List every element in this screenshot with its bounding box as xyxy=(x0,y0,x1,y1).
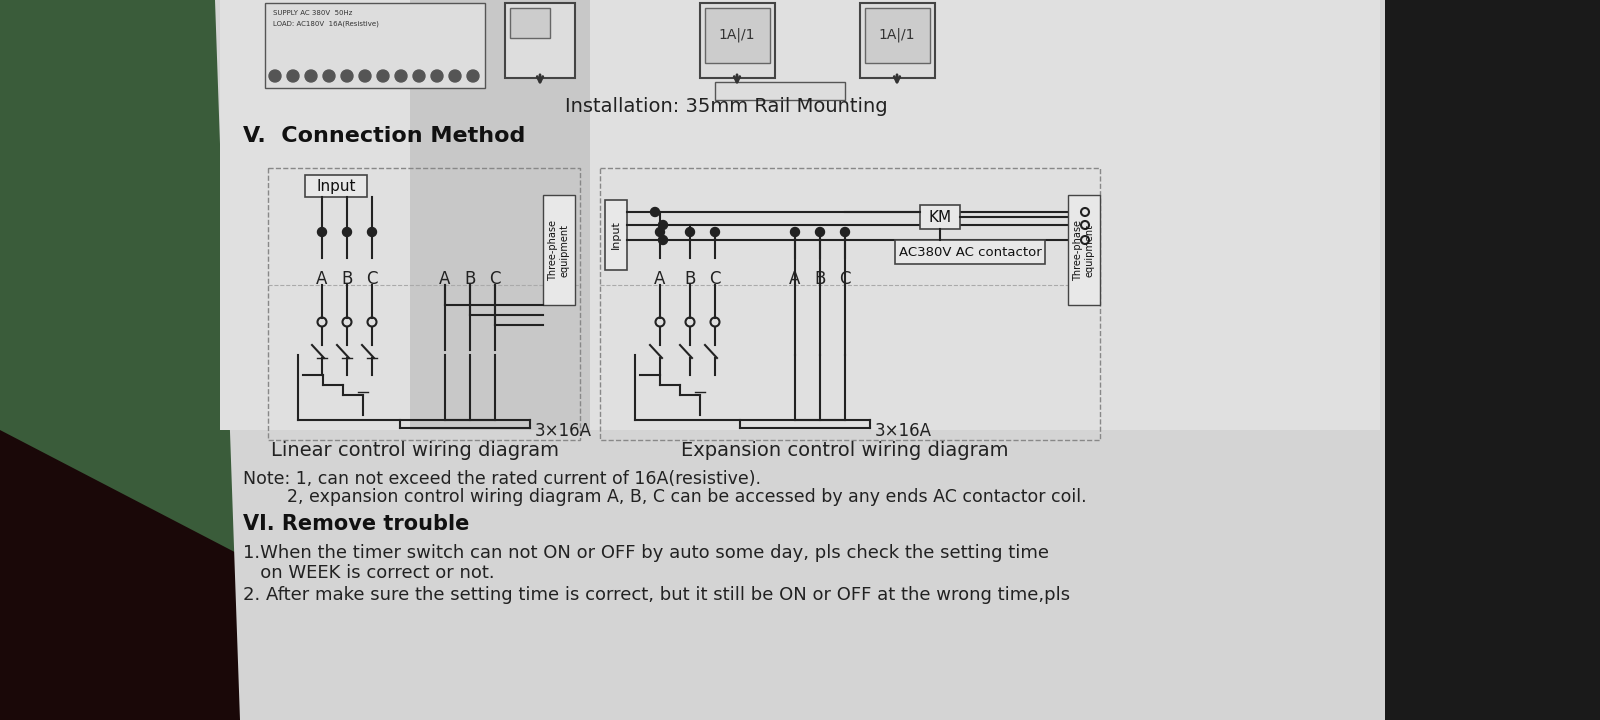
Circle shape xyxy=(651,207,659,217)
Text: AC380V AC contactor: AC380V AC contactor xyxy=(899,246,1042,258)
Circle shape xyxy=(342,228,352,236)
Text: C: C xyxy=(840,270,851,288)
Circle shape xyxy=(659,235,667,245)
Text: B: B xyxy=(814,270,826,288)
Bar xyxy=(600,168,1101,440)
Polygon shape xyxy=(221,0,1379,430)
Text: Linear control wiring diagram: Linear control wiring diagram xyxy=(270,441,558,460)
Text: LOAD: AC180V  16A(Resistive): LOAD: AC180V 16A(Resistive) xyxy=(274,20,379,27)
Text: on WEEK is correct or not.: on WEEK is correct or not. xyxy=(243,564,494,582)
Bar xyxy=(510,8,550,38)
Circle shape xyxy=(323,70,334,82)
Bar xyxy=(701,3,774,78)
Text: A: A xyxy=(654,270,666,288)
Bar xyxy=(920,205,960,229)
Text: B: B xyxy=(685,270,696,288)
Text: SUPPLY AC 380V  50Hz: SUPPLY AC 380V 50Hz xyxy=(274,10,352,16)
Circle shape xyxy=(450,70,461,82)
Text: VI. Remove trouble: VI. Remove trouble xyxy=(243,514,469,534)
Bar xyxy=(506,3,574,78)
Text: 3×16A: 3×16A xyxy=(875,422,931,440)
Text: Note: 1, can not exceed the rated current of 16A(resistive).: Note: 1, can not exceed the rated curren… xyxy=(243,470,762,488)
Text: B: B xyxy=(341,270,352,288)
Circle shape xyxy=(816,228,824,236)
Bar xyxy=(866,8,930,63)
Polygon shape xyxy=(1379,0,1600,720)
Text: B: B xyxy=(464,270,475,288)
Text: A: A xyxy=(317,270,328,288)
Bar xyxy=(306,175,366,197)
Text: A: A xyxy=(789,270,800,288)
Circle shape xyxy=(286,70,299,82)
Bar xyxy=(542,195,574,305)
Circle shape xyxy=(685,228,694,236)
Text: Input: Input xyxy=(611,220,621,249)
Circle shape xyxy=(306,70,317,82)
Bar xyxy=(894,240,1045,264)
Text: 1A|/1: 1A|/1 xyxy=(878,28,915,42)
Text: V.  Connection Method: V. Connection Method xyxy=(243,126,525,146)
Bar xyxy=(861,3,934,78)
Text: 2, expansion control wiring diagram A, B, C can be accessed by any ends AC conta: 2, expansion control wiring diagram A, B… xyxy=(243,488,1086,506)
Polygon shape xyxy=(410,0,590,430)
Text: Input: Input xyxy=(317,179,355,194)
Text: Three-phase
equipment: Three-phase equipment xyxy=(1074,220,1094,281)
Polygon shape xyxy=(0,430,381,720)
Circle shape xyxy=(317,228,326,236)
Circle shape xyxy=(710,228,720,236)
Circle shape xyxy=(378,70,389,82)
Text: 1.When the timer switch can not ON or OFF by auto some day, pls check the settin: 1.When the timer switch can not ON or OF… xyxy=(243,544,1050,562)
Circle shape xyxy=(659,220,667,230)
Circle shape xyxy=(358,70,371,82)
Text: C: C xyxy=(366,270,378,288)
Bar xyxy=(706,8,770,63)
Circle shape xyxy=(413,70,426,82)
Circle shape xyxy=(341,70,354,82)
Text: Three-phase
equipment: Three-phase equipment xyxy=(549,220,570,281)
Text: C: C xyxy=(490,270,501,288)
Circle shape xyxy=(656,228,664,236)
Polygon shape xyxy=(214,0,1386,720)
Text: KM: KM xyxy=(928,210,952,225)
Text: Installation: 35mm Rail Mounting: Installation: 35mm Rail Mounting xyxy=(565,97,888,116)
Circle shape xyxy=(430,70,443,82)
Text: A: A xyxy=(440,270,451,288)
Bar xyxy=(269,168,579,440)
Bar xyxy=(605,200,627,270)
Polygon shape xyxy=(0,0,270,720)
Text: 2. After make sure the setting time is correct, but it still be ON or OFF at the: 2. After make sure the setting time is c… xyxy=(243,586,1070,604)
Circle shape xyxy=(368,228,376,236)
Circle shape xyxy=(840,228,850,236)
Text: 1A|/1: 1A|/1 xyxy=(718,28,755,42)
Circle shape xyxy=(269,70,282,82)
Bar xyxy=(715,82,845,100)
Bar xyxy=(1069,195,1101,305)
Text: 3×16A: 3×16A xyxy=(534,422,592,440)
Circle shape xyxy=(790,228,800,236)
Text: C: C xyxy=(709,270,720,288)
Text: Expansion control wiring diagram: Expansion control wiring diagram xyxy=(682,441,1008,460)
Bar xyxy=(266,3,485,88)
Circle shape xyxy=(467,70,478,82)
Circle shape xyxy=(395,70,406,82)
